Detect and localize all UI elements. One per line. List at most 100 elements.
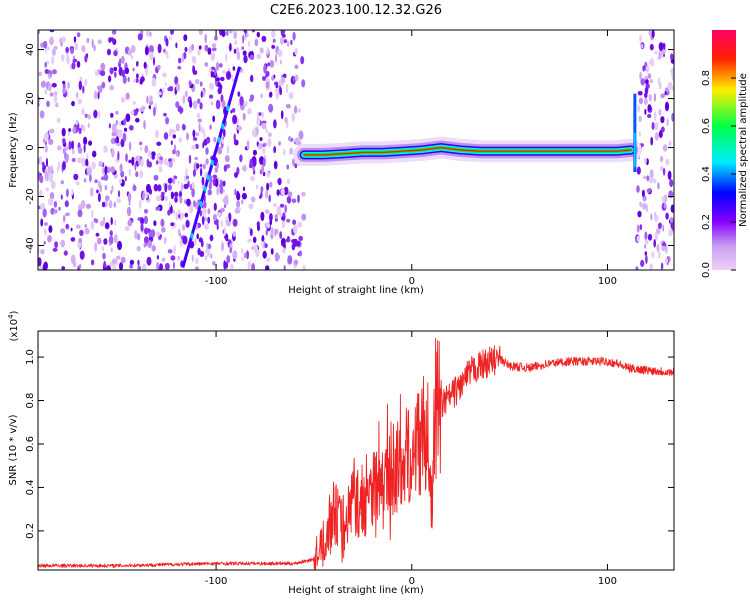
noise-speck [68,140,72,150]
noise-speck [223,196,229,206]
noise-speck [659,155,664,162]
noise-speck [71,62,76,70]
noise-speck [199,210,203,217]
noise-speck [175,101,180,108]
noise-speck [84,224,87,228]
noise-speck [268,103,274,113]
heatmap-marks [38,30,674,270]
noise-speck [275,53,277,63]
noise-speck [266,47,269,56]
noise-speck [84,227,90,235]
noise-speck [215,99,221,110]
noise-speck [225,220,231,227]
noise-speck [73,36,77,43]
noise-speck [250,94,255,101]
noise-speck [115,119,119,126]
noise-speck [159,263,163,270]
noise-speck [202,163,206,170]
noise-speck [39,155,42,165]
noise-speck [286,218,291,223]
noise-speck [637,104,640,113]
noise-speck [259,47,264,54]
noise-speck [181,182,184,192]
noise-speck [47,46,50,51]
noise-speck [153,183,159,192]
noise-speck [136,246,141,252]
noise-speck [166,161,170,167]
noise-speck [97,91,100,100]
noise-speck [128,159,132,164]
noise-speck [95,232,100,237]
colorbar-tick-label: 0.2 [701,214,712,230]
noise-speck [185,168,188,178]
noise-speck [115,255,121,260]
noise-speck [175,211,179,221]
noise-speck [146,256,152,266]
noise-speck [636,224,640,233]
noise-speck [668,140,672,147]
heatmap-y-tick-label: -20 [25,188,36,204]
noise-speck [256,31,260,38]
heatmap-y-tick-label: -40 [25,237,36,253]
noise-speck [71,158,76,162]
noise-speck [42,208,47,218]
noise-speck [294,163,298,169]
noise-speck [74,42,79,51]
noise-speck [102,252,106,260]
noise-speck [90,187,94,197]
noise-speck [110,37,114,42]
noise-speck [117,240,122,251]
noise-speck [100,70,106,77]
noise-speck [654,122,659,131]
noise-speck [200,91,203,98]
noise-speck [71,100,75,107]
noise-speck [222,70,227,74]
noise-speck [109,85,114,91]
noise-speck [230,263,234,270]
noise-speck [226,145,230,155]
noise-speck [161,227,166,233]
noise-speck [64,200,69,208]
noise-speck [192,129,196,138]
noise-speck [665,212,669,220]
noise-speck [127,49,132,56]
noise-speck [170,255,176,261]
noise-speck [191,188,195,198]
noise-speck [201,206,207,216]
noise-speck [183,183,189,190]
noise-speck [131,156,135,166]
noise-speck [300,56,305,65]
noise-speck [280,37,284,45]
noise-speck [639,224,643,231]
noise-speck [236,200,241,209]
snr-y-tick-label: 0.2 [25,523,36,539]
noise-speck [657,182,660,190]
noise-speck [663,203,667,209]
noise-speck [670,204,674,213]
noise-speck [246,250,250,260]
noise-speck [184,46,188,53]
noise-speck [191,43,195,51]
noise-speck [50,165,53,175]
noise-speck [285,83,289,94]
noise-speck [196,112,201,119]
noise-speck [158,165,163,173]
noise-speck [660,93,665,99]
snr-scale-label: (x104) [7,310,20,341]
noise-speck [246,142,249,149]
noise-speck [110,247,113,252]
noise-speck [660,116,665,124]
noise-speck [113,219,117,226]
noise-speck [658,42,664,51]
noise-speck [197,118,203,123]
diagonal-blob [199,200,203,207]
noise-speck [212,115,216,123]
noise-speck [39,175,44,184]
noise-speck [98,161,103,167]
noise-speck [205,136,211,144]
noise-speck [169,36,172,41]
noise-speck [111,258,117,265]
noise-speck [171,157,176,163]
noise-speck [111,123,117,133]
noise-speck [255,184,259,190]
